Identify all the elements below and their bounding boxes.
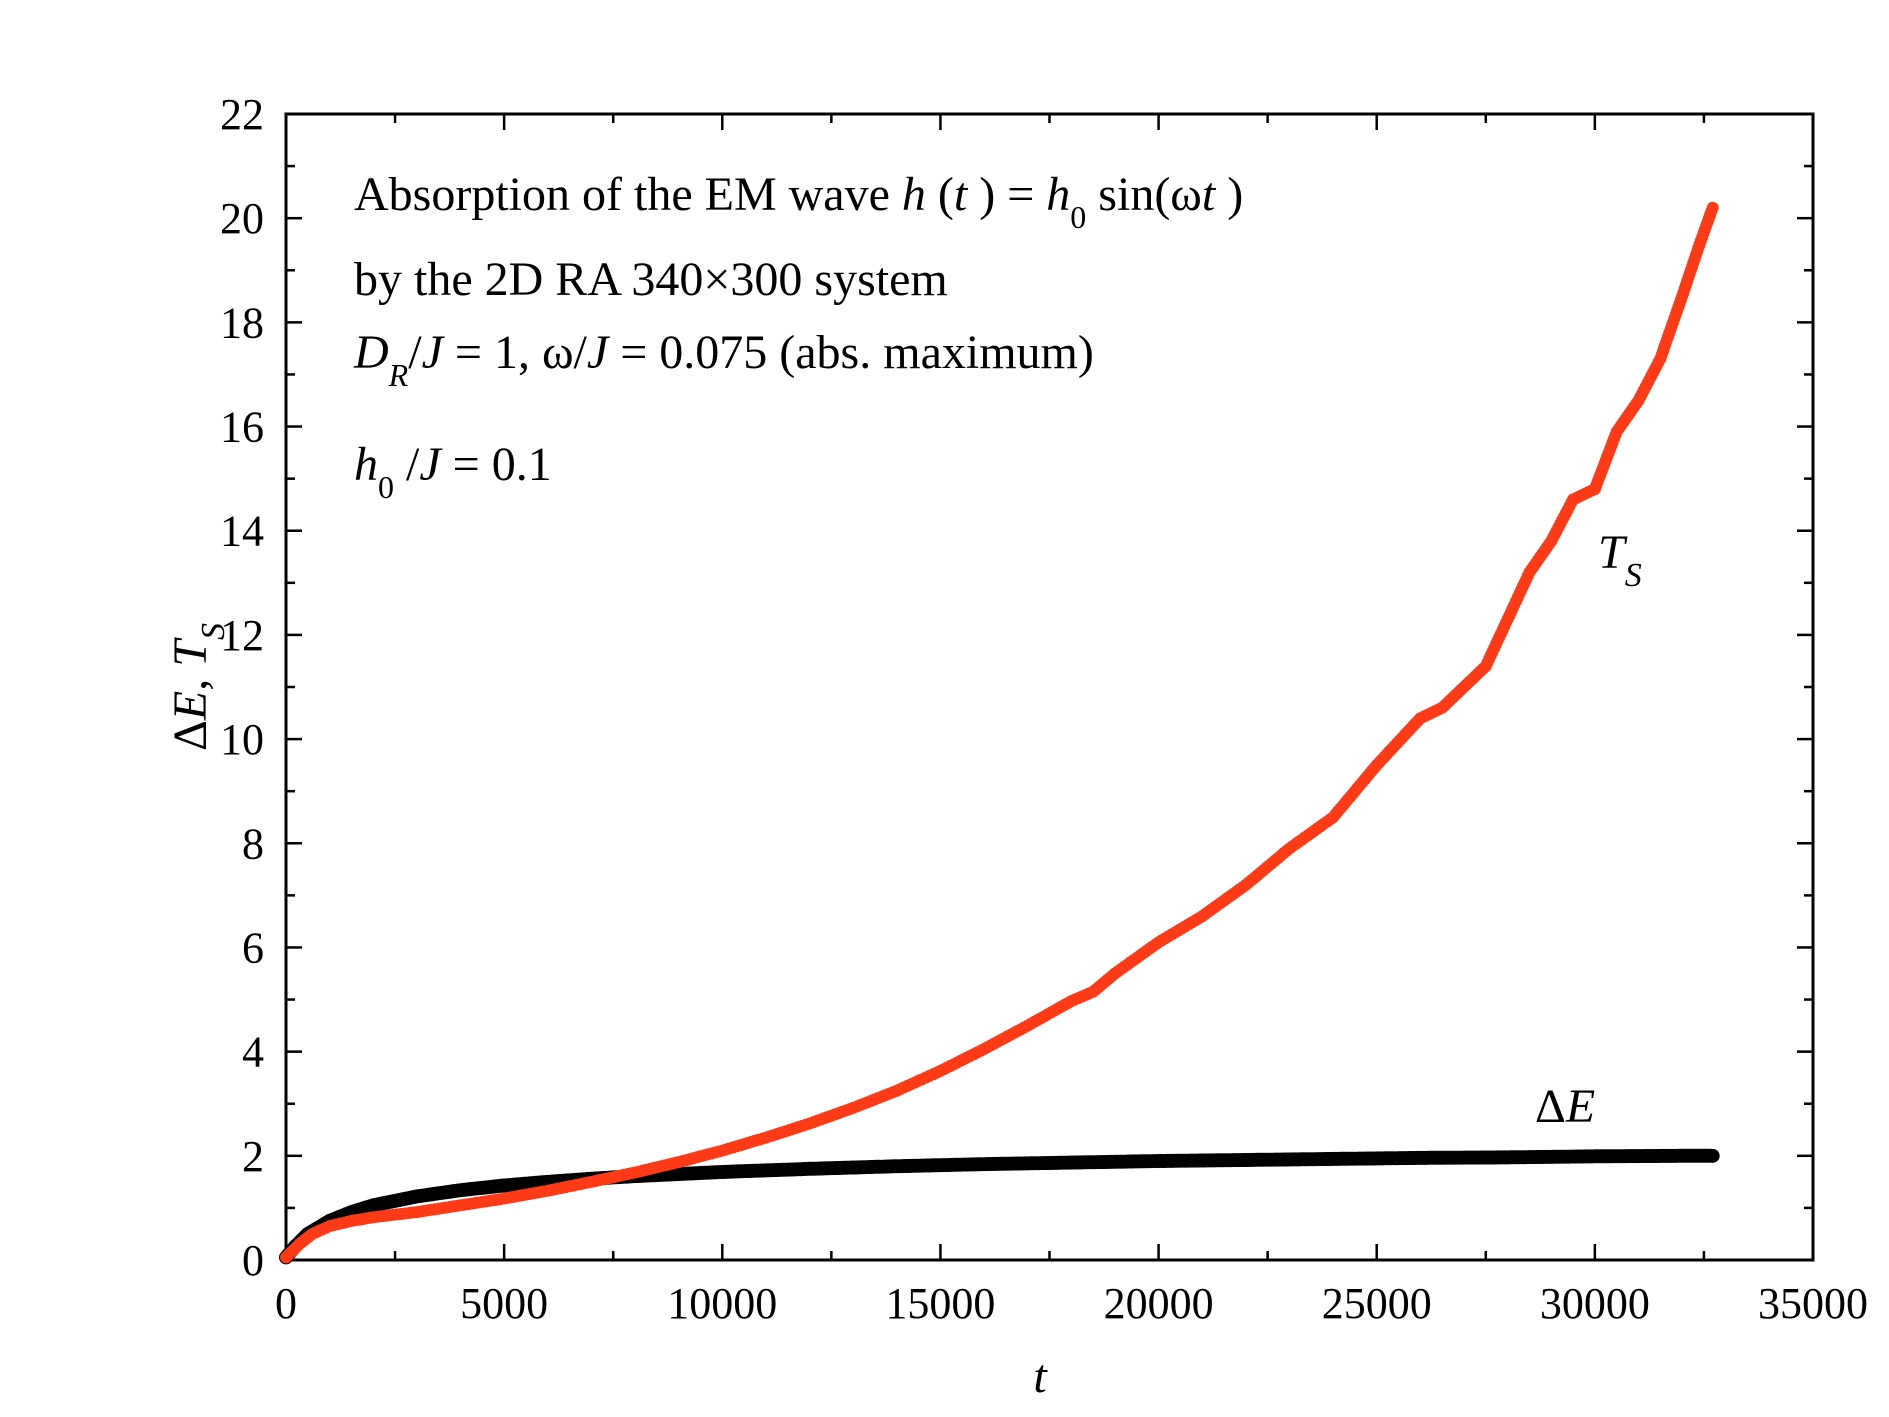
x-tick-label: 20000: [1104, 1279, 1214, 1328]
tick-labels: 0 5000 10000 15000 20000 25000 30000 35000 0 2 4 6 8…: [220, 90, 1868, 1328]
y-tick-label: 18: [220, 298, 264, 347]
axis-ticks: [284, 112, 1815, 1262]
annotation-line-2: by the 2D RA 340×300 system: [354, 253, 948, 306]
annotation-line-3: DR/J = 1, ω/J = 0.075 (abs. maximum): [353, 326, 1094, 393]
x-tick-label: 10000: [667, 1279, 777, 1328]
data-layer: [279, 201, 1720, 1265]
x-tick-label: 30000: [1540, 1279, 1650, 1328]
annotation-line-4: h0 /J = 0.1: [354, 438, 552, 505]
series-label-delta-e: ΔE: [1535, 1080, 1595, 1133]
y-tick-label: 12: [220, 611, 264, 660]
y-tick-label: 0: [242, 1236, 264, 1285]
y-tick-label: 14: [220, 507, 264, 556]
ts-point: [1706, 201, 1719, 214]
annotation-line-1: Absorption of the EM wave h (t ) = h0 si…: [354, 168, 1243, 235]
x-tick-label: 35000: [1758, 1279, 1868, 1328]
y-tick-label: 4: [242, 1028, 264, 1077]
x-tick-label: 0: [275, 1279, 297, 1328]
y-axis-label: ΔE, TS: [164, 623, 232, 751]
series-label-ts: TS: [1598, 526, 1642, 594]
x-tick-label: 15000: [885, 1279, 995, 1328]
y-tick-label: 8: [242, 819, 264, 868]
x-axis-label: t: [1033, 1350, 1048, 1403]
x-tick-label: 25000: [1322, 1279, 1432, 1328]
y-tick-label: 2: [242, 1132, 264, 1181]
delta-e-point: [1705, 1148, 1720, 1163]
ts-series: [280, 201, 1719, 1264]
y-tick-label: 16: [220, 403, 264, 452]
y-tick-label: 10: [220, 715, 264, 764]
y-tick-label: 6: [242, 923, 264, 972]
delta-e-series: [279, 1148, 1720, 1265]
y-tick-label: 22: [220, 90, 264, 139]
x-tick-label: 5000: [460, 1279, 548, 1328]
y-tick-label: 20: [220, 194, 264, 243]
